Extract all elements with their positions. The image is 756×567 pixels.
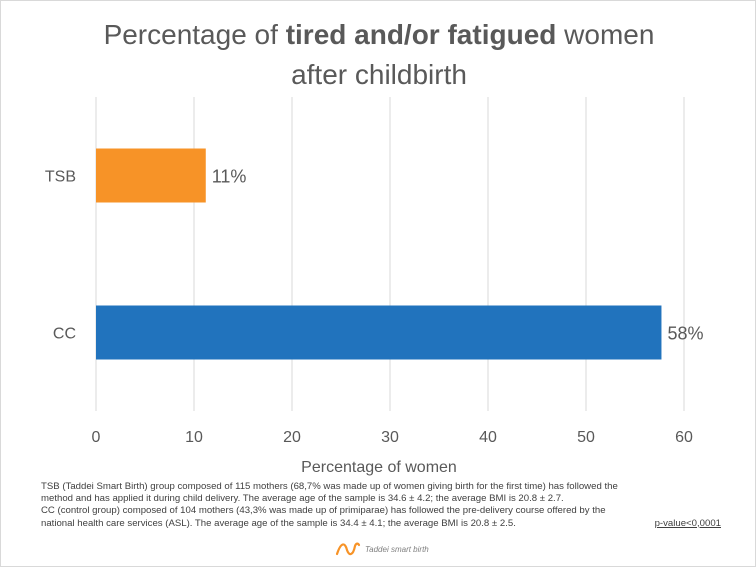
- wave-icon: [335, 542, 361, 556]
- note-line-2: method and has applied it during child d…: [41, 493, 564, 505]
- logo: Taddei smart birth: [335, 539, 429, 559]
- logo-text: Taddei smart birth: [365, 544, 429, 554]
- x-tick-label: 30: [381, 429, 399, 446]
- data-label: 58%: [667, 324, 703, 344]
- category-labels: TSB CC: [45, 169, 76, 343]
- footnotes: TSB (Taddei Smart Birth) group composed …: [41, 481, 721, 530]
- note-line-4-row: national health care services (ASL). The…: [41, 518, 721, 530]
- title-after: women: [556, 19, 655, 50]
- data-label: 11%: [212, 167, 247, 187]
- data-labels: 11% 58%: [212, 167, 704, 344]
- p-value-label: p-value<0,0001: [654, 517, 721, 529]
- title-line2: after childbirth: [291, 59, 467, 90]
- category-label: TSB: [45, 169, 76, 186]
- x-tick-label: 60: [675, 429, 693, 446]
- x-axis-title: Percentage of women: [301, 459, 457, 476]
- category-label: CC: [53, 326, 76, 343]
- x-tick-label: 50: [577, 429, 595, 446]
- chart-title: Percentage of tired and/or fatigued wome…: [41, 15, 717, 95]
- bar: [96, 305, 662, 360]
- title-bold: tired and/or fatigued: [285, 19, 557, 50]
- x-tick-label: 40: [479, 429, 497, 446]
- note-line-1: TSB (Taddei Smart Birth) group composed …: [41, 481, 618, 492]
- bar: [96, 148, 206, 203]
- note-line-4: national health care services (ASL). The…: [41, 517, 516, 529]
- note-line-3: CC (control group) composed of 104 mothe…: [41, 505, 606, 517]
- x-tick-label: 10: [185, 429, 203, 446]
- gridlines: [95, 97, 685, 411]
- x-tick-label: 20: [283, 429, 301, 446]
- title-before: Percentage of: [103, 19, 286, 50]
- bar-chart: TSB CC 11% 58% 0 10 20 30 40 50 60 Percentage of…: [45, 97, 704, 476]
- x-tick-label: 0: [92, 429, 101, 446]
- x-tick-labels: 0 10 20 30 40 50 60: [92, 429, 693, 446]
- bars: [96, 148, 662, 360]
